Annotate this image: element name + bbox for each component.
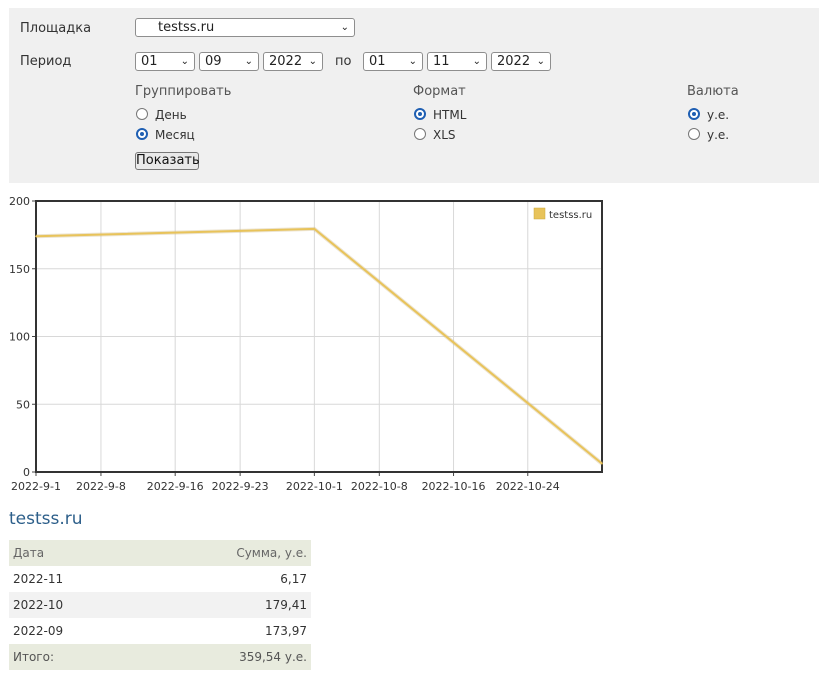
from-day-select[interactable]: 01 ⌄ — [135, 52, 195, 71]
table-row: 2022-11 6,17 — [9, 566, 311, 592]
y-tick-label: 50 — [16, 398, 30, 411]
legend-label: testss.ru — [549, 210, 592, 221]
to-day-select[interactable]: 01 ⌄ — [363, 52, 423, 71]
table-row: 2022-10 179,41 — [9, 592, 311, 618]
report-site-title: testss.ru — [9, 509, 83, 529]
chevron-down-icon: ⌄ — [340, 22, 349, 33]
chevron-down-icon: ⌄ — [244, 56, 253, 67]
show-button[interactable]: Показать — [135, 152, 200, 170]
format-title: Формат — [413, 84, 466, 99]
table-header-row: Дата Сумма, у.е. — [9, 540, 311, 566]
chart: 0 50 100 150 200 2022-9-1 2022-9-8 2022-9-16 202… — [9, 195, 604, 493]
row-date: 2022-10 — [9, 592, 138, 618]
row-date: 2022-09 — [13, 624, 64, 638]
from-day-value: 01 — [141, 54, 158, 69]
group-title: Группировать — [135, 84, 232, 99]
plot-frame — [35, 200, 603, 473]
x-tick-label: 2022-10-16 — [422, 480, 486, 493]
table-row: 2022-09 173,97 — [9, 618, 311, 644]
y-tick-label: 0 — [23, 466, 30, 479]
row-sum: 179,41 — [137, 592, 311, 618]
format-html-radio[interactable] — [414, 108, 426, 120]
legend-swatch — [533, 207, 546, 220]
chevron-down-icon: ⌄ — [180, 56, 189, 67]
legend-box — [530, 205, 598, 221]
from-month-value: 09 — [205, 54, 222, 69]
series-point — [313, 228, 316, 230]
col-sum-header: Сумма, у.е. — [137, 540, 311, 566]
y-tick-label: 100 — [9, 331, 30, 344]
group-month-radio[interactable] — [136, 128, 148, 140]
group-month-label: Месяц — [155, 128, 195, 142]
format-xls-label: XLS — [433, 128, 456, 142]
x-tick-label: 2022-10-8 — [351, 480, 408, 493]
site-label: Площадка — [20, 21, 92, 36]
total-value: 359,54 у.е. — [137, 644, 311, 670]
y-tick-label: 150 — [9, 263, 30, 276]
row-sum: 173,97 — [265, 624, 307, 638]
row-date: 2022-11 — [13, 572, 64, 586]
chevron-down-icon: ⌄ — [472, 56, 481, 67]
to-month-select[interactable]: 11 ⌄ — [427, 52, 487, 71]
col-date-header: Дата — [9, 540, 138, 566]
site-select-value: testss.ru — [158, 20, 215, 35]
to-day-value: 01 — [369, 54, 386, 69]
x-tick-label: 2022-10-24 — [496, 480, 560, 493]
x-tick-label: 2022-10-1 — [286, 480, 343, 493]
from-month-select[interactable]: 09 ⌄ — [199, 52, 259, 71]
x-tick-label: 2022-9-16 — [147, 480, 204, 493]
currency-2-label: у.е. — [707, 128, 730, 142]
series-point — [35, 235, 37, 238]
site-select[interactable]: testss.ru ⌄ — [135, 18, 355, 37]
to-month-value: 11 — [433, 54, 450, 69]
total-label: Итого: — [9, 644, 138, 670]
currency-1-radio[interactable] — [688, 108, 700, 120]
to-year-select[interactable]: 2022 ⌄ — [491, 52, 551, 71]
filter-panel: Площадка testss.ru ⌄ Период 01 ⌄ 09 ⌄ 20… — [9, 8, 819, 183]
group-day-radio[interactable] — [136, 108, 148, 120]
to-year-value: 2022 — [497, 54, 531, 69]
currency-1-label: у.е. — [707, 108, 730, 122]
table-total-row: Итого: 359,54 у.е. — [9, 644, 311, 670]
format-xls-radio[interactable] — [414, 128, 426, 140]
chevron-down-icon: ⌄ — [308, 56, 317, 67]
x-tick-label: 2022-9-8 — [76, 480, 126, 493]
currency-title: Валюта — [687, 84, 739, 99]
y-tick-label: 200 — [9, 195, 30, 208]
x-tick-label: 2022-9-23 — [212, 480, 269, 493]
period-label: Период — [20, 54, 72, 69]
chevron-down-icon: ⌄ — [408, 56, 417, 67]
report-table: Дата Сумма, у.е. 2022-11 6,17 2022-10 17… — [9, 540, 311, 670]
period-to-word: по — [335, 54, 352, 69]
chevron-down-icon: ⌄ — [536, 56, 545, 67]
row-sum: 6,17 — [280, 572, 307, 586]
group-day-label: День — [155, 108, 187, 122]
series-point — [601, 462, 603, 465]
from-year-select[interactable]: 2022 ⌄ — [263, 52, 323, 71]
from-year-value: 2022 — [269, 54, 303, 69]
x-tick-label: 2022-9-1 — [11, 480, 61, 493]
currency-2-radio[interactable] — [688, 128, 700, 140]
format-html-label: HTML — [433, 108, 467, 122]
